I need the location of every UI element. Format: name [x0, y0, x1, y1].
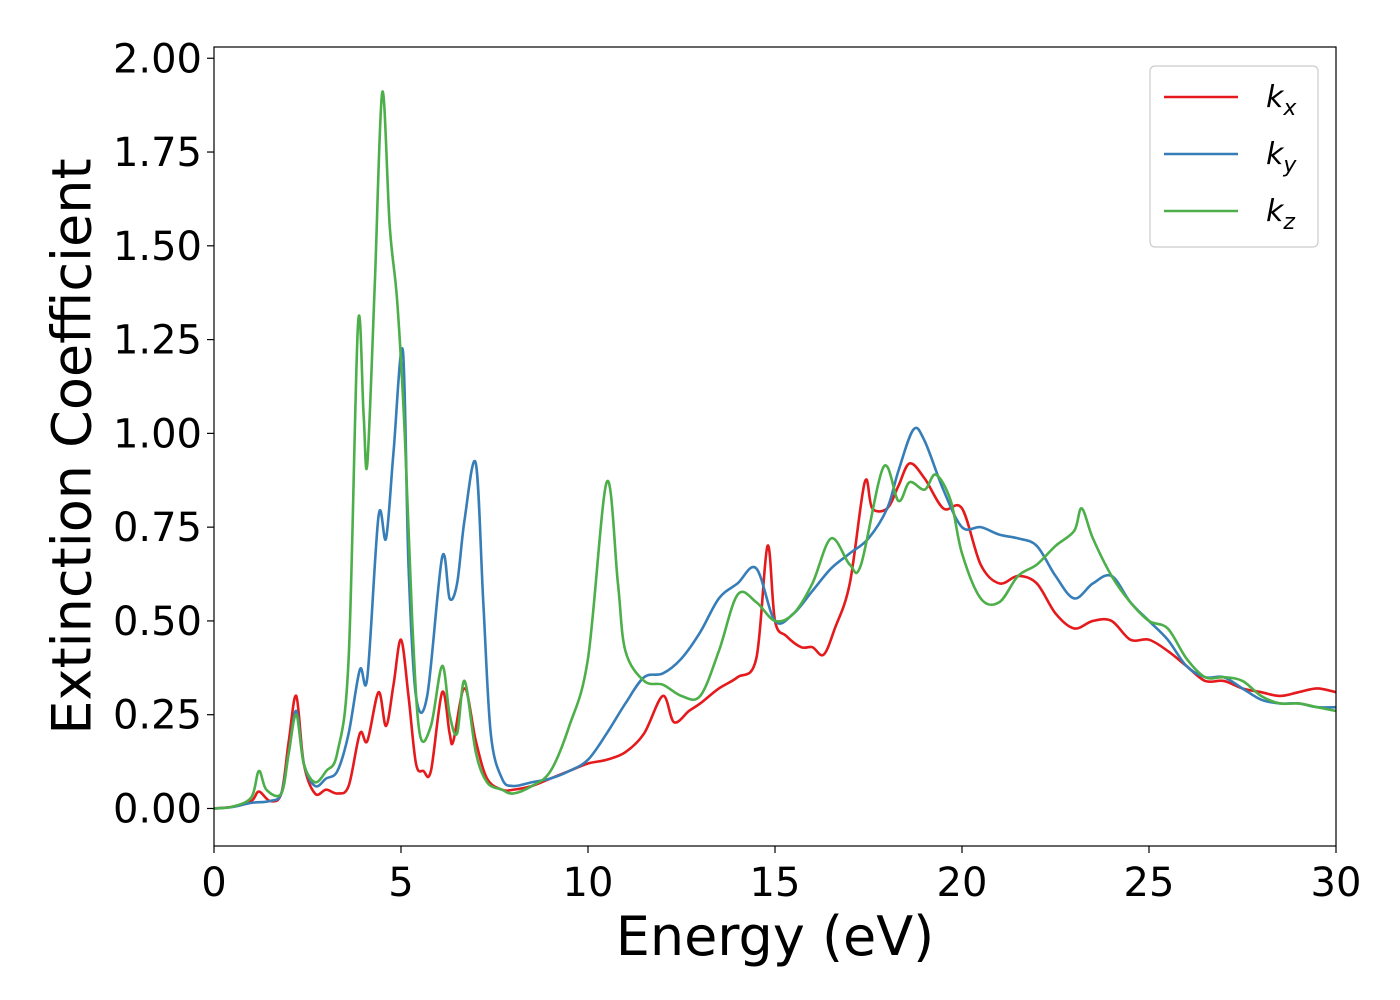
y-axis: 0.00 0.25 0.50 0.75 1.00 1.25 1.50 1.75 2.00 — [113, 36, 214, 832]
x-tick-label: 5 — [388, 860, 413, 906]
legend-box — [1149, 65, 1319, 248]
legend-label-kz: kz — [1266, 194, 1295, 235]
legend: kx ky kz — [1149, 65, 1319, 248]
legend-label-ky: ky — [1266, 137, 1297, 178]
series-line-kz — [214, 90, 1336, 810]
series-line-ky — [214, 347, 1336, 810]
y-tick-label: 1.25 — [113, 318, 202, 364]
y-tick-label: 0.00 — [113, 786, 202, 832]
x-tick-label: 25 — [1124, 860, 1175, 906]
series-layer — [214, 90, 1336, 810]
y-tick-label: 2.00 — [113, 36, 202, 82]
y-axis-label: Extinction Coefficient — [41, 158, 104, 734]
x-tick-label: 30 — [1311, 860, 1362, 906]
y-tick-label: 1.75 — [113, 130, 202, 176]
x-tick-label: 15 — [750, 860, 801, 906]
y-tick-label: 1.50 — [113, 224, 202, 270]
y-tick-label: 1.00 — [113, 411, 202, 457]
x-tick-label: 10 — [563, 860, 614, 906]
x-tick-label: 0 — [201, 860, 226, 906]
x-axis-label: Energy (eV) — [616, 905, 935, 968]
y-tick-label: 0.75 — [113, 505, 202, 551]
x-tick-label: 20 — [937, 860, 988, 906]
series-line-kx — [214, 462, 1336, 810]
y-tick-label: 0.50 — [113, 599, 202, 645]
x-axis: 0 5 10 15 20 25 30 — [201, 846, 1361, 906]
y-tick-label: 0.25 — [113, 693, 202, 739]
legend-label-kx: kx — [1266, 80, 1297, 121]
